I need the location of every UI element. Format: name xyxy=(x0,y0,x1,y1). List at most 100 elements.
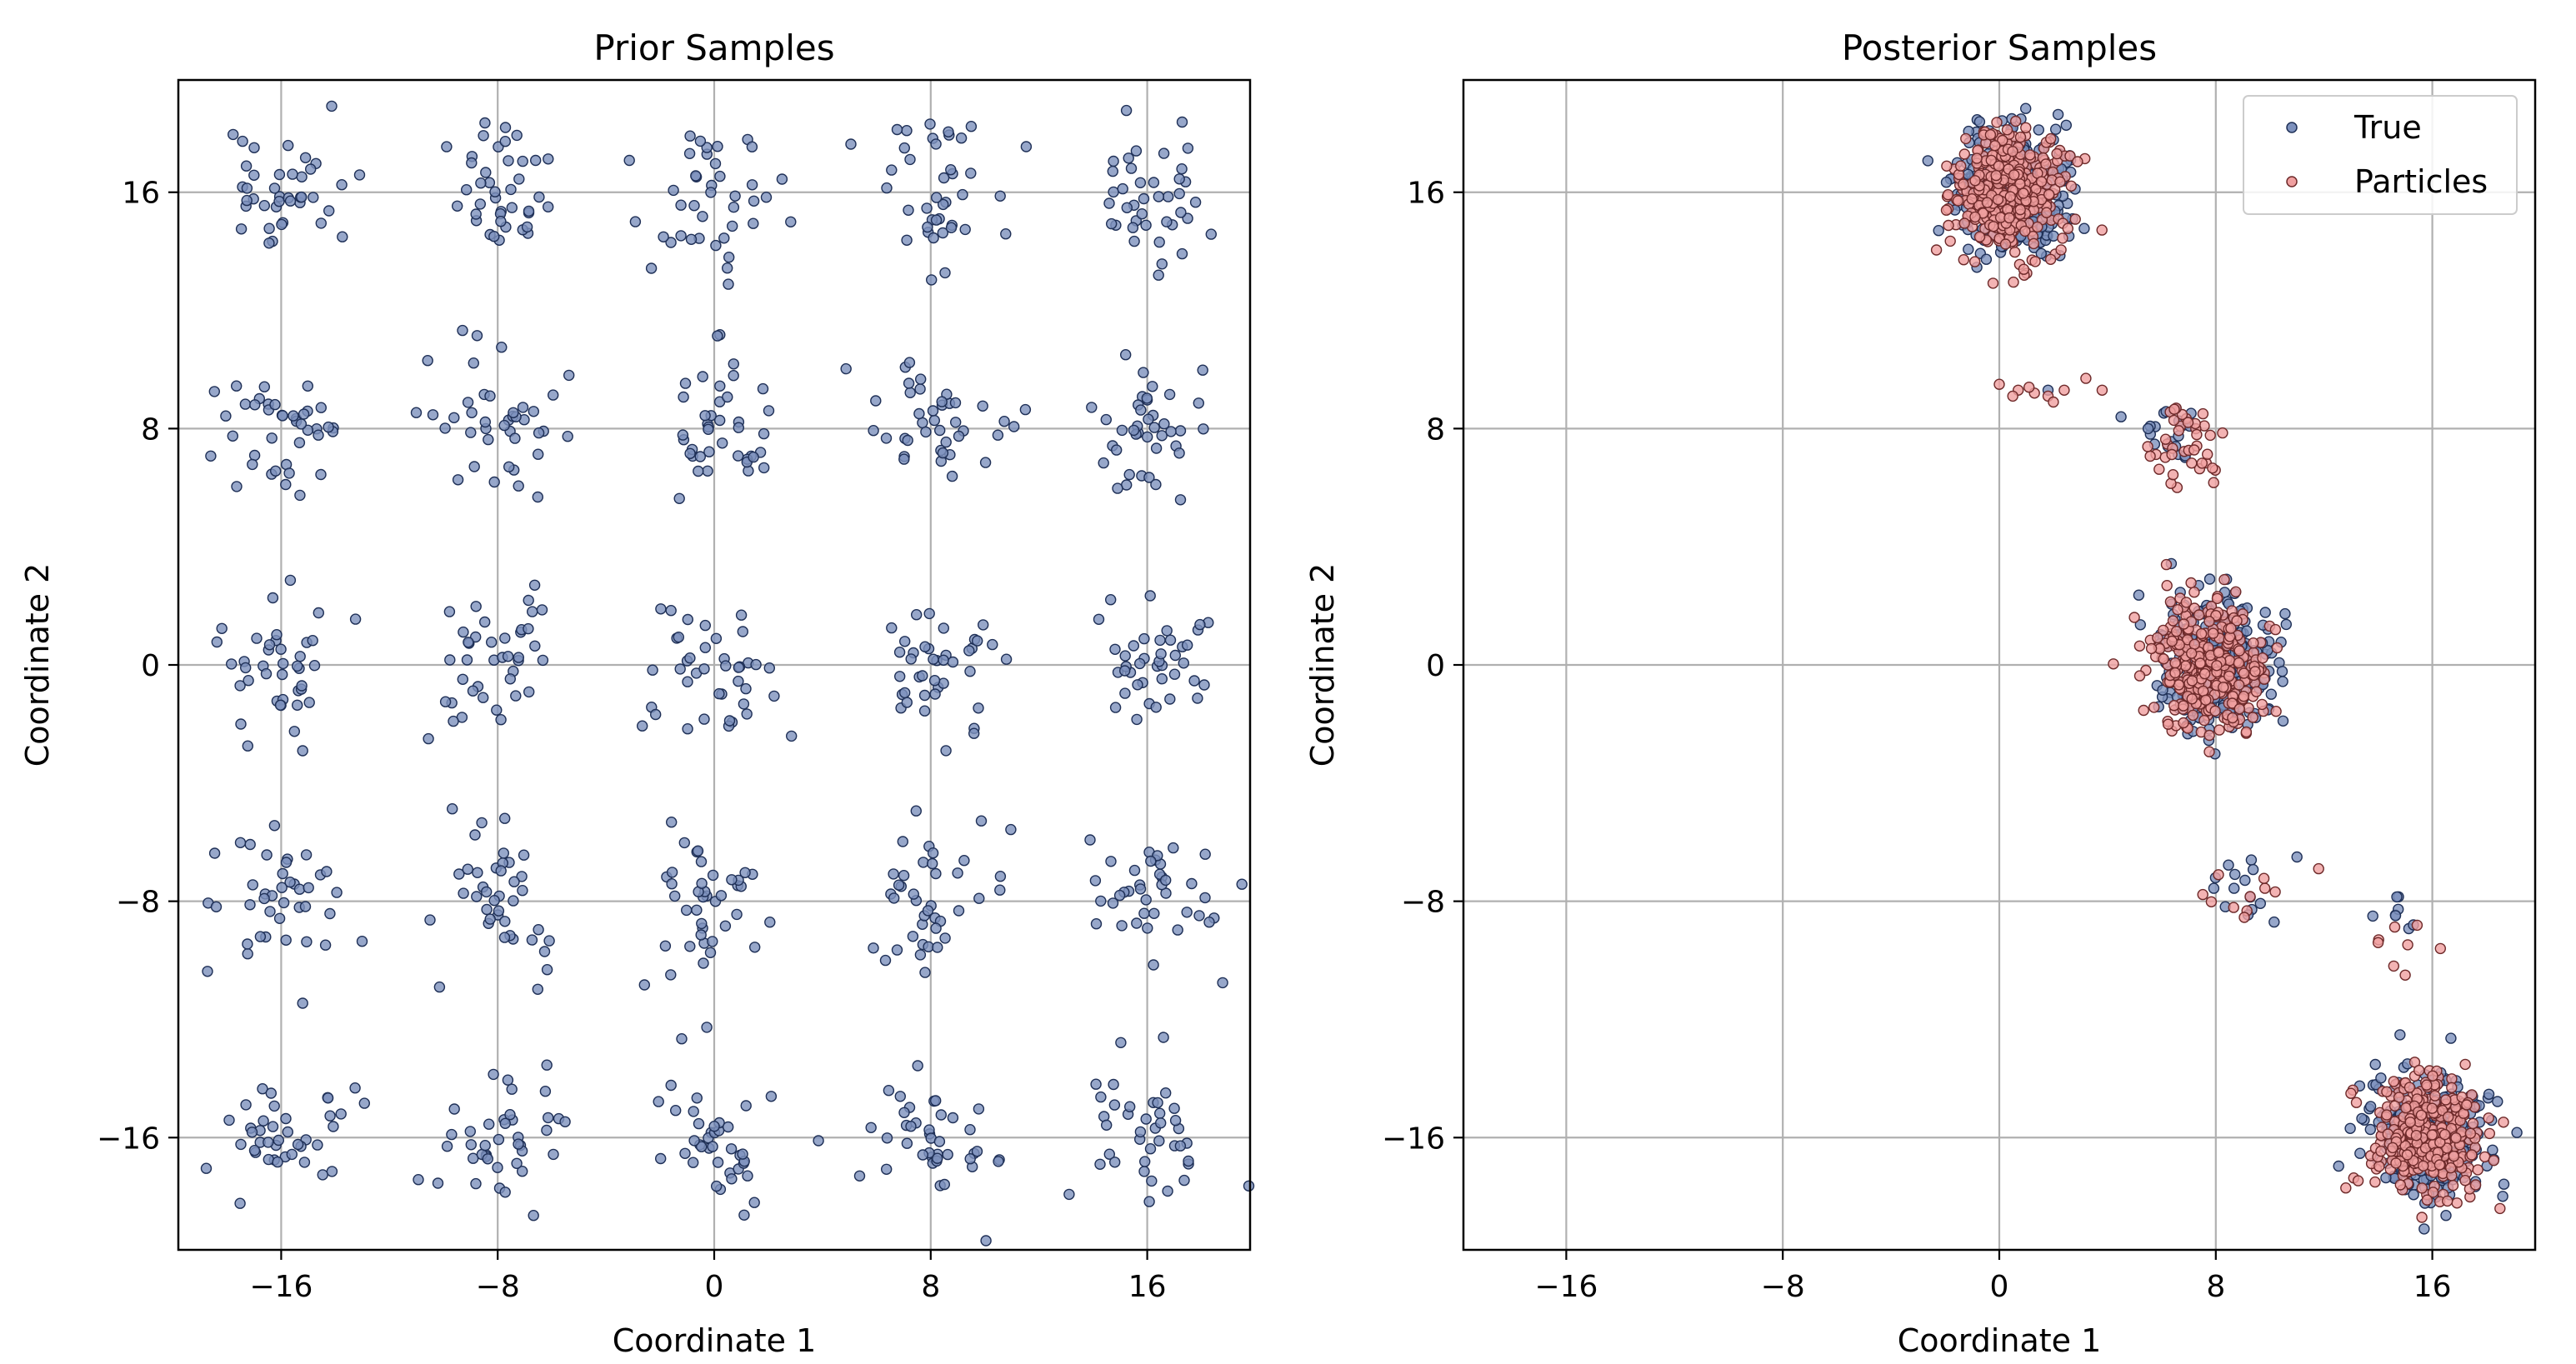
prior-scatter-point xyxy=(508,895,519,907)
prior-scatter-point xyxy=(870,395,882,407)
prior-scatter-point xyxy=(886,164,898,176)
prior-scatter-point xyxy=(937,447,949,459)
prior-scatter-point xyxy=(881,1132,893,1144)
prior-scatter-point xyxy=(458,887,469,899)
posterior-scatter-point xyxy=(2231,615,2243,627)
posterior-scatter-point xyxy=(2461,1099,2473,1111)
prior-scatter-point xyxy=(746,179,758,191)
prior-scatter-point xyxy=(323,421,334,433)
prior-scatter-point xyxy=(1183,1155,1194,1167)
prior-scatter-point xyxy=(499,135,511,147)
prior-scatter-point xyxy=(697,371,708,382)
prior-scatter-point xyxy=(719,920,732,932)
posterior-scatter-point xyxy=(2128,612,2140,623)
posterior-scatter-point xyxy=(2178,700,2189,712)
prior-scatter-point xyxy=(1174,425,1187,437)
prior-scatter-point xyxy=(240,662,252,674)
prior-scatter-point xyxy=(506,202,518,213)
prior-scatter-point xyxy=(1189,196,1202,208)
prior-scatter-point xyxy=(246,1127,258,1138)
prior-scatter-point xyxy=(712,140,723,152)
prior-scatter-point xyxy=(480,167,492,178)
posterior-scatter-point xyxy=(2161,580,2173,592)
posterior-scatter-point xyxy=(1980,253,1993,265)
posterior-y-axis-label: Coordinate 2 xyxy=(1304,563,1341,767)
prior-scatter-point xyxy=(629,216,642,227)
prior-scatter-point xyxy=(286,1148,298,1161)
prior-scatter-point xyxy=(1178,657,1190,669)
prior-scatter-point xyxy=(901,234,913,246)
posterior-scatter-point xyxy=(2035,176,2048,187)
prior-scatter-point xyxy=(666,817,678,828)
prior-scatter-point xyxy=(765,1091,778,1102)
prior-scatter-point xyxy=(468,461,480,472)
posterior-scatter-point xyxy=(1933,225,1944,237)
posterior-scatter-point xyxy=(2164,596,2177,607)
prior-scatter-point xyxy=(938,1178,951,1191)
posterior-scatter-point xyxy=(2367,910,2378,922)
prior-scatter-point xyxy=(698,957,709,969)
prior-scatter-point xyxy=(422,355,433,367)
posterior-scatter-point xyxy=(2044,132,2057,145)
prior-scatter-point xyxy=(1136,208,1148,220)
prior-scatter-point xyxy=(1093,613,1105,625)
prior-scatter-point xyxy=(676,1032,688,1045)
prior-scatter-point xyxy=(322,1092,334,1104)
posterior-scatter-point xyxy=(1993,378,2005,390)
prior-scatter-point xyxy=(505,183,517,196)
prior-scatter-point xyxy=(241,194,253,207)
posterior-scatter-point xyxy=(2019,225,2031,237)
posterior-scatter-point xyxy=(2451,1197,2463,1209)
prior-scatter-point xyxy=(517,1165,528,1177)
posterior-scatter-point xyxy=(2244,891,2256,902)
prior-scatter-point xyxy=(653,1096,664,1107)
prior-scatter-point xyxy=(457,673,468,685)
posterior-scatter-point xyxy=(2441,1195,2453,1207)
posterior-scatter-point xyxy=(2373,1161,2385,1172)
prior-scatter-point xyxy=(1128,235,1140,247)
prior-scatter-point xyxy=(924,118,936,130)
posterior-scatter-point xyxy=(2238,691,2250,702)
prior-scatter-point xyxy=(313,607,324,619)
prior-scatter-point xyxy=(502,651,514,662)
prior-scatter-point xyxy=(498,847,509,859)
posterior-scatter-point xyxy=(2511,1127,2523,1138)
prior-scatter-point xyxy=(714,170,726,182)
prior-scatter-point xyxy=(723,715,736,727)
prior-scatter-point xyxy=(242,938,253,950)
prior-scatter-point xyxy=(726,1173,738,1185)
posterior-scatter-point xyxy=(2040,207,2053,218)
prior-scatter-point xyxy=(280,934,292,947)
posterior-scatter-point xyxy=(1942,188,1954,201)
prior-scatter-point xyxy=(439,696,452,707)
prior-scatter-point xyxy=(463,637,474,648)
posterior-scatter-point xyxy=(1958,178,1969,190)
prior-scatter-point xyxy=(723,278,734,290)
prior-scatter-point xyxy=(908,888,920,900)
posterior-x-tick-label: 0 xyxy=(1990,1270,2009,1304)
prior-scatter-point xyxy=(993,1156,1004,1167)
prior-scatter-point xyxy=(727,220,738,232)
prior-scatter-point xyxy=(696,917,708,930)
prior-scatter-point xyxy=(1174,494,1187,506)
legend-marker-particles xyxy=(2286,176,2298,187)
prior-scatter-point xyxy=(234,1197,246,1209)
posterior-scatter-point xyxy=(2024,149,2036,161)
prior-scatter-point xyxy=(248,142,260,154)
prior-scatter-point xyxy=(905,1120,917,1132)
prior-scatter-point xyxy=(439,422,451,434)
prior-scatter-point xyxy=(1108,155,1119,167)
prior-scatter-point xyxy=(1175,207,1187,218)
prior-scatter-point xyxy=(1176,116,1188,128)
prior-scatter-point xyxy=(321,866,333,877)
posterior-scatter-point xyxy=(2268,916,2280,928)
prior-scatter-point xyxy=(898,142,911,154)
prior-scatter-point xyxy=(919,967,931,978)
prior-scatter-point xyxy=(208,386,220,397)
posterior-scatter-point xyxy=(2167,469,2179,481)
prior-scatter-point xyxy=(1123,468,1135,481)
prior-scatter-point xyxy=(1197,364,1208,376)
prior-scatter-point xyxy=(499,916,511,927)
prior-scatter-point xyxy=(249,399,261,411)
prior-y-tick-label: 8 xyxy=(141,412,160,447)
